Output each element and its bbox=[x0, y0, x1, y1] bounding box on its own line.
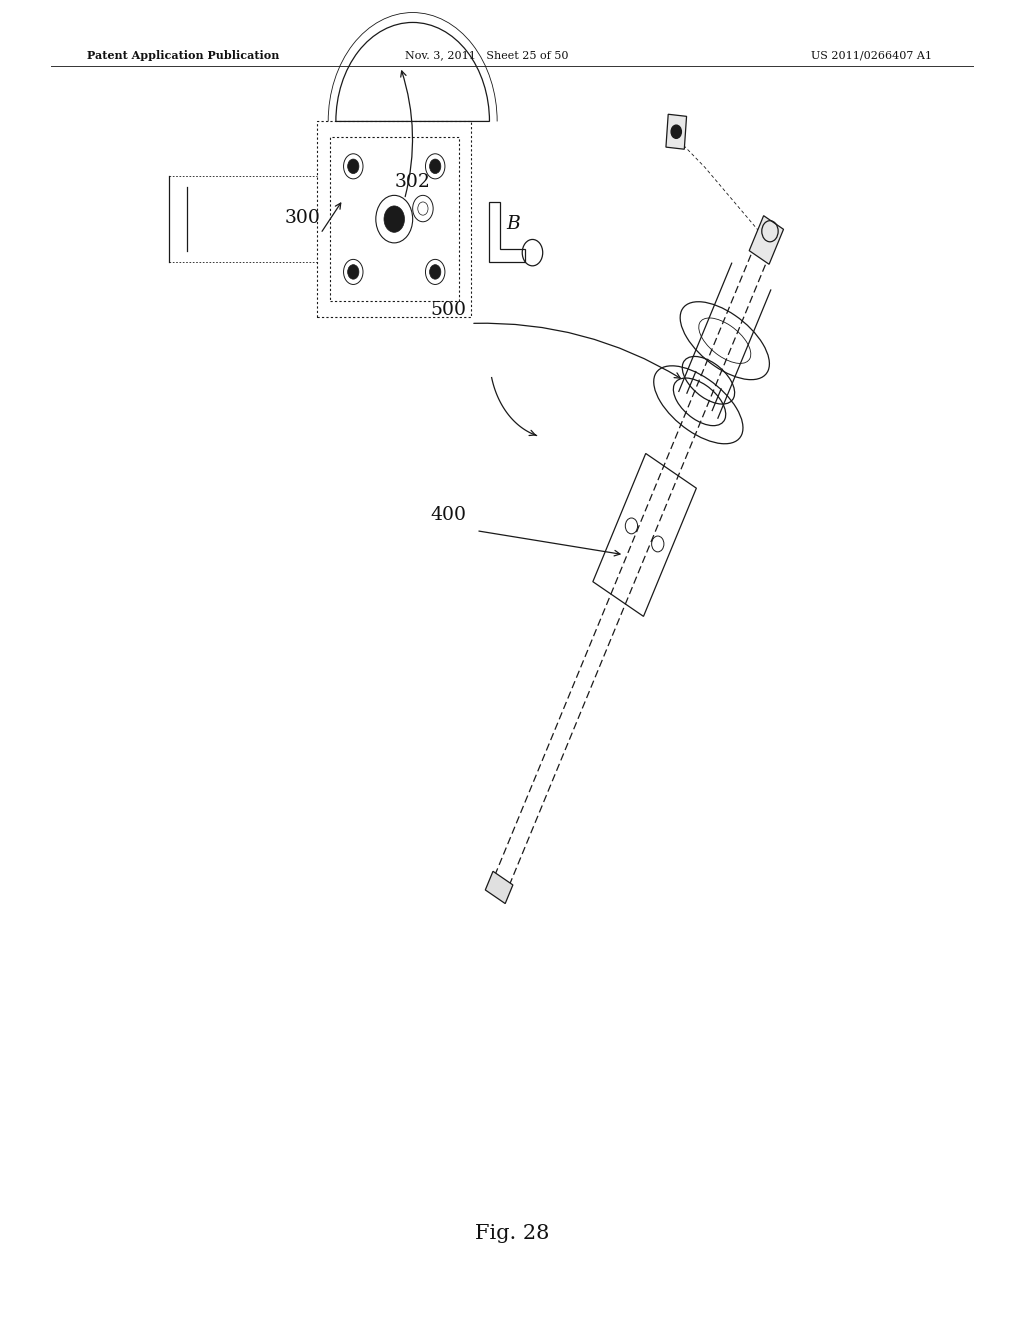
Circle shape bbox=[430, 264, 440, 280]
Circle shape bbox=[384, 206, 404, 232]
Polygon shape bbox=[666, 115, 686, 149]
Text: Patent Application Publication: Patent Application Publication bbox=[87, 50, 280, 61]
Circle shape bbox=[671, 125, 681, 139]
Text: 302: 302 bbox=[394, 173, 430, 191]
Polygon shape bbox=[485, 871, 513, 904]
Circle shape bbox=[348, 158, 359, 173]
Bar bbox=[317, 121, 471, 317]
Text: Fig. 28: Fig. 28 bbox=[475, 1225, 549, 1243]
Text: 300: 300 bbox=[285, 209, 321, 227]
Text: US 2011/0266407 A1: US 2011/0266407 A1 bbox=[811, 50, 932, 61]
Text: 400: 400 bbox=[430, 506, 466, 524]
Circle shape bbox=[430, 158, 440, 173]
Text: B: B bbox=[506, 215, 519, 234]
Text: Nov. 3, 2011   Sheet 25 of 50: Nov. 3, 2011 Sheet 25 of 50 bbox=[404, 50, 568, 61]
Bar bbox=[330, 137, 459, 301]
Polygon shape bbox=[750, 215, 783, 264]
Circle shape bbox=[348, 264, 359, 280]
Text: 500: 500 bbox=[430, 301, 466, 319]
